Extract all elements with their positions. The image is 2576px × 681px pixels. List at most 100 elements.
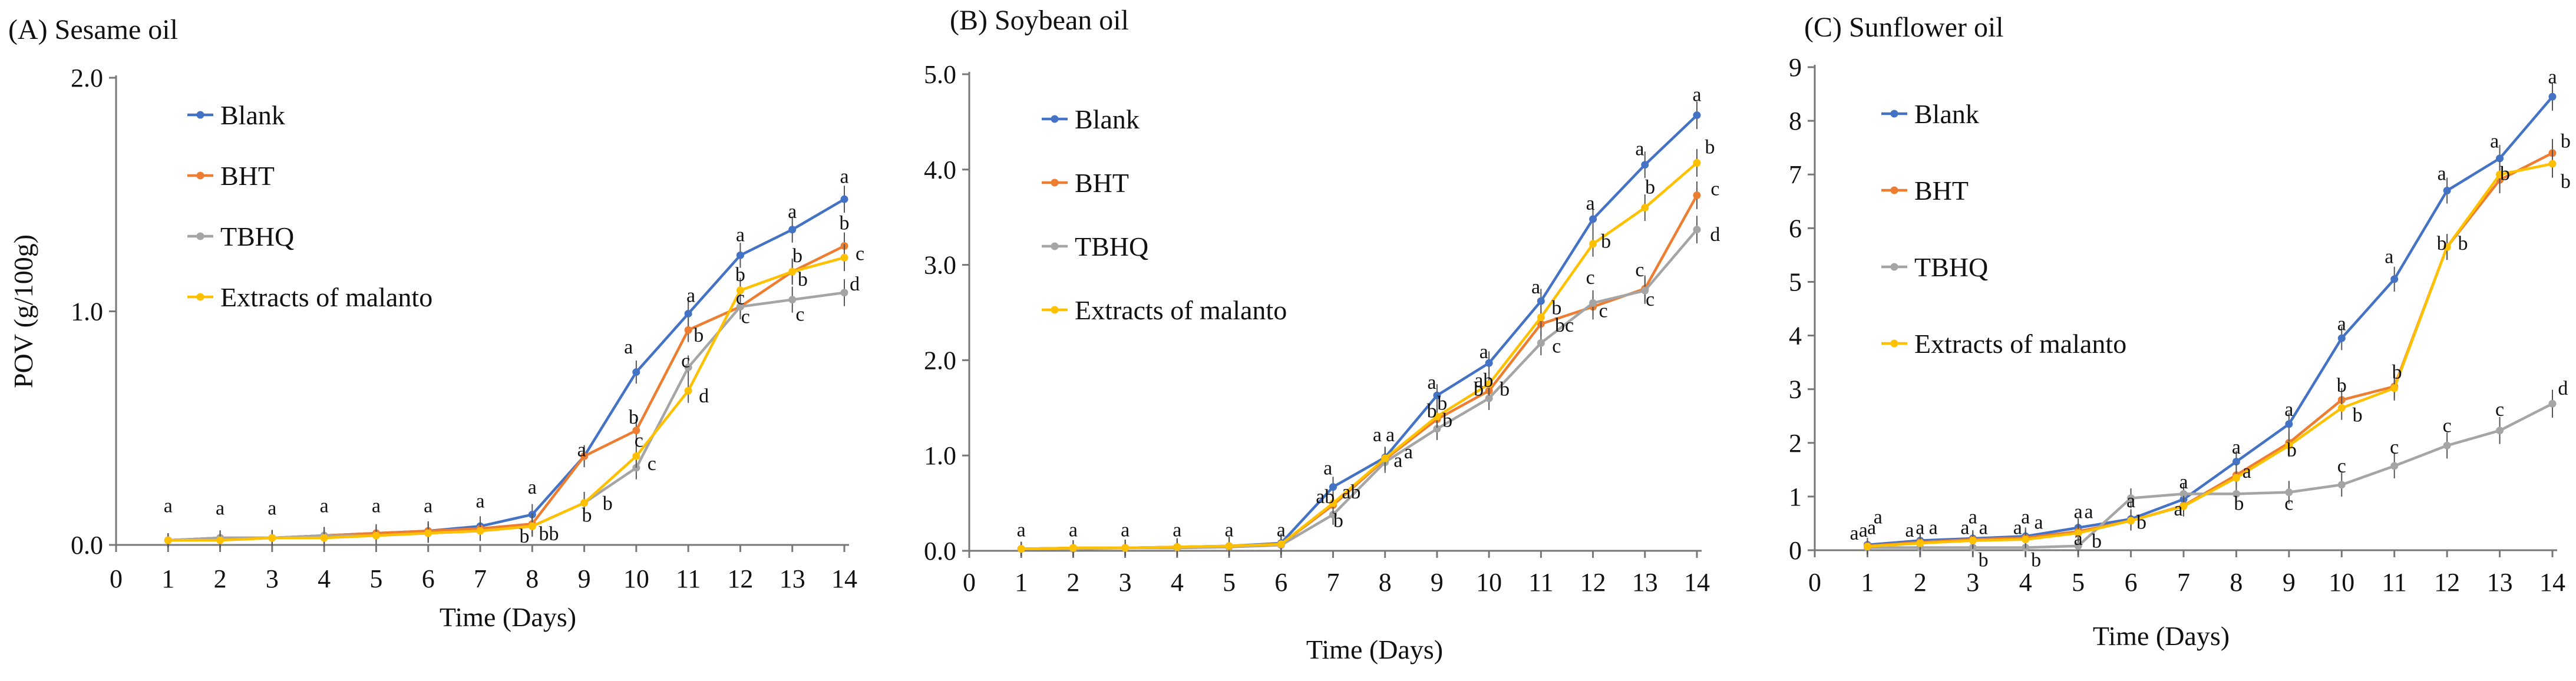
data-point (1693, 226, 1701, 234)
data-point (1433, 425, 1441, 433)
significance-letter: b (693, 325, 704, 346)
x-tick-label: 2 (1914, 568, 1927, 597)
significance-letter: a (528, 477, 537, 498)
significance-letter: a (1979, 517, 1988, 539)
significance-letter: c (1586, 267, 1595, 289)
data-point (2496, 154, 2504, 163)
data-point (840, 289, 848, 297)
data-point (580, 499, 589, 507)
significance-letter: b (2031, 549, 2041, 571)
data-point (268, 534, 276, 542)
series-line (1867, 95, 2554, 547)
series-line (1867, 162, 2553, 548)
data-point (788, 296, 797, 304)
significance-letter: a (1850, 523, 1859, 544)
data-point (1017, 545, 1025, 553)
significance-letter: a (2284, 399, 2293, 421)
y-tick-label: 9 (1789, 53, 1802, 82)
data-point (840, 253, 848, 262)
significance-letter: a (2243, 461, 2251, 482)
significance-letter: b (582, 504, 592, 526)
y-tick-label: 0.0 (924, 537, 956, 566)
data-point (632, 464, 640, 472)
y-axis-label: POV (g/100g) (8, 234, 38, 388)
significance-letter: a (320, 495, 329, 517)
data-point (372, 531, 380, 540)
x-tick-label: 8 (526, 564, 539, 593)
x-tick-label: 3 (1119, 568, 1132, 597)
x-axis-label: Time (Days) (1306, 634, 1443, 665)
significance-letter: c (2337, 455, 2346, 477)
data-point (1329, 499, 1337, 507)
significance-letter: b (792, 245, 802, 267)
y-tick-label: 1.0 (71, 297, 103, 326)
significance-letter: c (2443, 415, 2452, 437)
data-point (320, 534, 328, 542)
significance-letter: bc (1555, 315, 1574, 336)
legend-label: BHT (1914, 176, 1969, 206)
x-tick-label: 10 (2329, 568, 2354, 597)
data-point (2443, 243, 2451, 251)
x-tick-label: 11 (2382, 568, 2407, 597)
legend-label: Extracts of malanto (1914, 329, 2126, 359)
data-point (216, 536, 224, 544)
significance-letter: a (424, 495, 432, 517)
legend-label: Extracts of malanto (220, 282, 432, 312)
y-tick-label: 1 (1789, 482, 1802, 511)
series-extracts-of-malanto (164, 244, 848, 548)
significance-letter: b (1442, 410, 1452, 432)
x-tick-label: 13 (2487, 568, 2513, 597)
data-point (1329, 511, 1337, 519)
data-point (2179, 502, 2188, 510)
significance-letter: c (736, 287, 745, 309)
data-point (2337, 404, 2346, 412)
x-tick-label: 7 (1327, 568, 1340, 597)
significance-letter: a (1867, 517, 1876, 539)
data-point (2337, 334, 2346, 342)
significance-letter: a (1874, 506, 1883, 528)
y-tick-label: 4.0 (924, 156, 956, 184)
data-point (1641, 286, 1649, 295)
significance-letter: a (2548, 66, 2557, 88)
x-tick-label: 6 (2125, 568, 2138, 597)
data-point (2443, 187, 2451, 195)
data-point (1277, 540, 1285, 548)
significance-letter: b (629, 406, 639, 428)
y-tick-label: 5 (1789, 267, 1802, 296)
data-point (1641, 204, 1649, 212)
legend-marker (1051, 115, 1059, 123)
significance-letter: a (1323, 458, 1332, 480)
x-tick-label: 7 (2177, 568, 2190, 597)
significance-letter: c (1552, 335, 1561, 357)
significance-letter: b (2287, 439, 2297, 461)
data-point (2285, 441, 2293, 449)
x-tick-label: 5 (369, 564, 382, 593)
significance-letter: c (1599, 300, 1608, 322)
data-point (2127, 494, 2135, 503)
data-point (2548, 160, 2557, 168)
data-point (736, 286, 744, 295)
significance-letter: a (164, 495, 173, 517)
data-point (1537, 313, 1545, 322)
significance-letter: c (1635, 259, 1644, 281)
significance-letter: a (840, 166, 848, 187)
significance-letter: a (577, 439, 586, 461)
data-point (788, 267, 797, 276)
significance-letter: ab (1342, 481, 1360, 503)
legend-label: BHT (1075, 168, 1129, 198)
significance-letter: a (2337, 313, 2346, 335)
significance-letter: b (520, 525, 530, 547)
data-point (840, 195, 848, 203)
x-tick-label: 10 (623, 564, 649, 593)
significance-letter: b (1427, 400, 1437, 422)
data-point (2127, 517, 2135, 525)
significance-letter: d (2558, 378, 2568, 399)
significance-letter: b (1705, 136, 1715, 158)
data-point (736, 303, 744, 311)
data-point (2285, 488, 2293, 497)
significance-letter: b (1474, 378, 1484, 400)
significance-letter: a (267, 497, 276, 519)
